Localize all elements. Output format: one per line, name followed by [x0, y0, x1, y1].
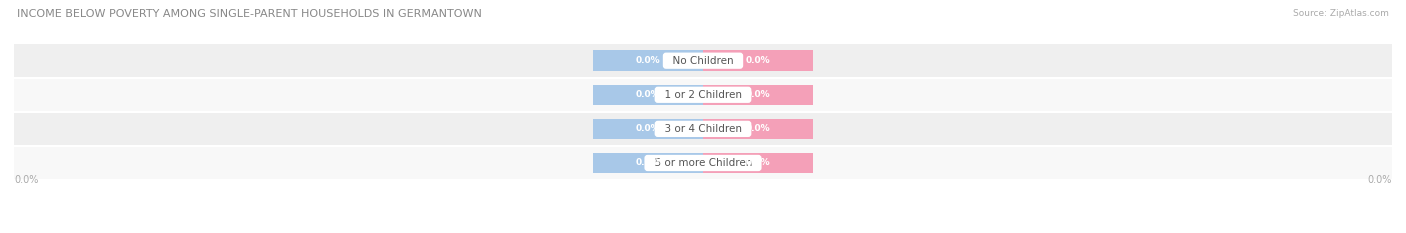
Text: 0.0%: 0.0% — [636, 90, 661, 99]
Bar — [703, 119, 813, 139]
Text: No Children: No Children — [666, 56, 740, 66]
Text: 0.0%: 0.0% — [745, 124, 770, 133]
Text: 3 or 4 Children: 3 or 4 Children — [658, 124, 748, 134]
Text: 0.0%: 0.0% — [636, 158, 661, 168]
Text: 5 or more Children: 5 or more Children — [648, 158, 758, 168]
Bar — [703, 153, 813, 173]
Bar — [593, 119, 703, 139]
Text: Source: ZipAtlas.com: Source: ZipAtlas.com — [1294, 9, 1389, 18]
Text: 0.0%: 0.0% — [745, 90, 770, 99]
Bar — [14, 113, 1392, 145]
Text: 0.0%: 0.0% — [1368, 175, 1392, 185]
Bar — [14, 45, 1392, 77]
Text: 0.0%: 0.0% — [745, 158, 770, 168]
Text: 0.0%: 0.0% — [636, 56, 661, 65]
Bar — [703, 85, 813, 105]
Text: INCOME BELOW POVERTY AMONG SINGLE-PARENT HOUSEHOLDS IN GERMANTOWN: INCOME BELOW POVERTY AMONG SINGLE-PARENT… — [17, 9, 482, 19]
Text: 0.0%: 0.0% — [14, 175, 38, 185]
Bar — [593, 51, 703, 71]
Text: 0.0%: 0.0% — [636, 124, 661, 133]
Bar — [703, 51, 813, 71]
Bar — [593, 85, 703, 105]
Bar — [14, 79, 1392, 111]
Bar — [14, 147, 1392, 179]
Text: 0.0%: 0.0% — [745, 56, 770, 65]
Text: 1 or 2 Children: 1 or 2 Children — [658, 90, 748, 100]
Bar — [593, 153, 703, 173]
